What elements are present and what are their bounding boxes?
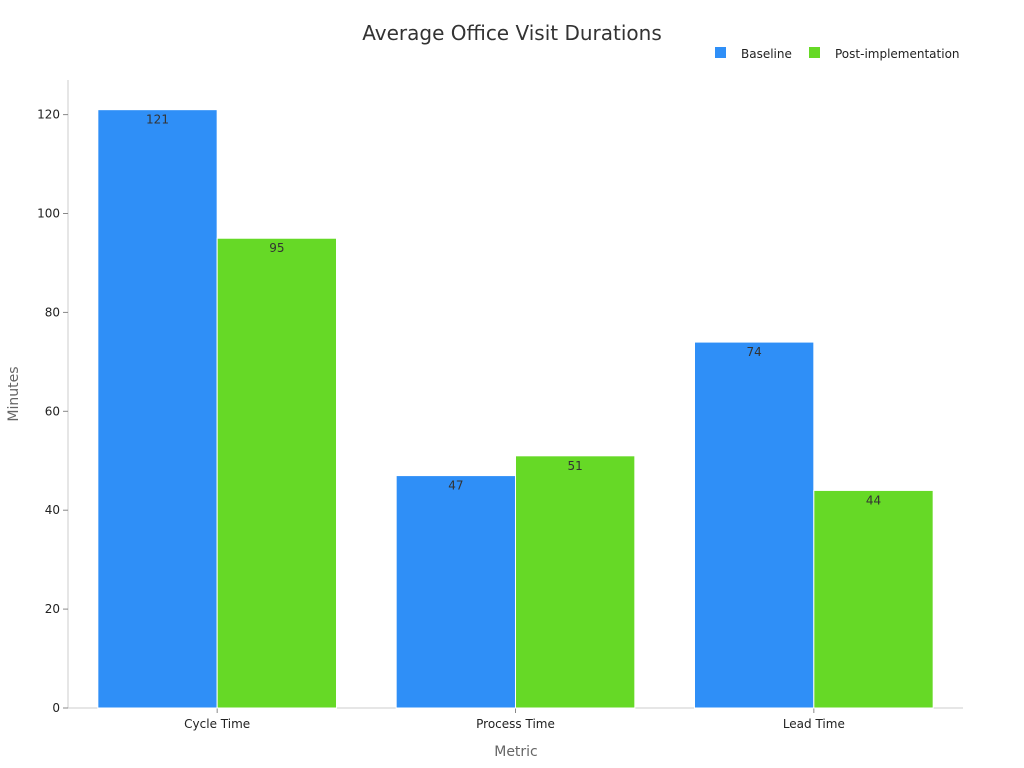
y-tick-label: 60 — [45, 404, 60, 418]
data-labels: 121 95 47 51 74 44 — [146, 113, 881, 508]
x-tick-label: Process Time — [476, 717, 555, 731]
bars — [97, 109, 934, 709]
bar-baseline-lead-time — [694, 341, 815, 709]
y-tick-label: 0 — [52, 701, 60, 715]
bar-post-implementation-cycle-time — [216, 237, 338, 709]
y-axis-title: Minutes — [6, 366, 22, 421]
legend-swatch — [809, 47, 820, 58]
x-axis-title: Metric — [494, 744, 538, 760]
x-tick-label: Lead Time — [783, 717, 845, 731]
y-tick-label: 100 — [37, 207, 60, 221]
data-label: 95 — [269, 241, 284, 255]
y-tick-label: 20 — [45, 602, 60, 616]
y-tick-label: 40 — [45, 503, 60, 517]
legend: Baseline Post-implementation — [715, 47, 960, 61]
data-label: 47 — [448, 479, 463, 493]
y-tick-label: 80 — [45, 305, 60, 319]
x-axis: Cycle Time Process Time Lead Time — [68, 707, 963, 731]
chart-title: Average Office Visit Durations — [362, 21, 661, 45]
data-label: 74 — [747, 345, 762, 359]
bar-baseline-process-time — [395, 475, 516, 709]
data-label: 44 — [866, 493, 881, 507]
bar-post-implementation-lead-time — [813, 489, 934, 709]
data-label: 51 — [568, 459, 583, 473]
legend-swatch — [715, 47, 726, 58]
x-tick-label: Cycle Time — [184, 717, 250, 731]
y-tick-label: 120 — [37, 108, 60, 122]
legend-label: Baseline — [741, 47, 792, 61]
bar-post-implementation-process-time — [515, 455, 636, 709]
y-axis: 0 20 40 60 80 100 120 — [37, 80, 69, 715]
data-label: 121 — [146, 113, 169, 127]
legend-label: Post-implementation — [835, 47, 960, 61]
bar-baseline-cycle-time — [97, 109, 218, 709]
